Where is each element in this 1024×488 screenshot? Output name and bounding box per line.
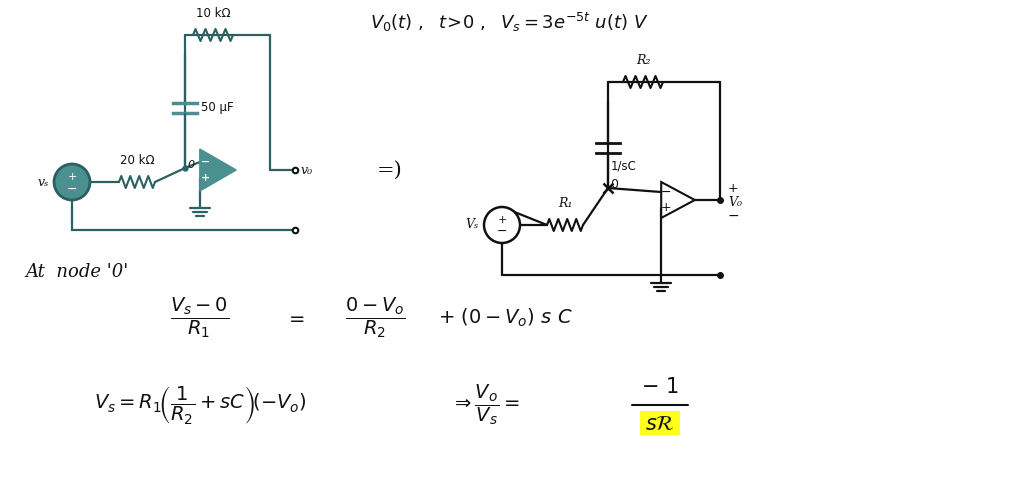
Text: $s\mathcal{R}$: $s\mathcal{R}$ [645, 415, 675, 434]
Text: v₀: v₀ [301, 163, 313, 177]
Text: 0: 0 [610, 178, 618, 191]
Text: $+\ (0 - V_o)\ s\ C$: $+\ (0 - V_o)\ s\ C$ [438, 307, 572, 329]
Text: $\Rightarrow\dfrac{V_o}{V_s} =$: $\Rightarrow\dfrac{V_o}{V_s} =$ [451, 383, 519, 427]
Text: 50 μF: 50 μF [201, 102, 233, 115]
Text: 10 kΩ: 10 kΩ [196, 7, 230, 20]
Text: Vₛ: Vₛ [466, 219, 479, 231]
Text: +: + [68, 172, 77, 182]
Text: 0: 0 [187, 160, 195, 170]
Text: 20 kΩ: 20 kΩ [120, 154, 155, 167]
Circle shape [484, 207, 520, 243]
Text: R₁: R₁ [558, 197, 572, 210]
Text: −: − [728, 209, 739, 223]
Text: −: − [201, 157, 210, 166]
Text: +: + [660, 201, 672, 214]
Text: $\dfrac{0 - V_o}{R_2}$: $\dfrac{0 - V_o}{R_2}$ [345, 296, 406, 340]
Text: $\dfrac{V_s - 0}{R_1}$: $\dfrac{V_s - 0}{R_1}$ [170, 296, 229, 340]
Text: −: − [67, 183, 77, 196]
Circle shape [54, 164, 90, 200]
Text: V₀: V₀ [728, 196, 742, 208]
Text: =): =) [377, 161, 402, 180]
Text: $-\ 1$: $-\ 1$ [641, 377, 679, 397]
Text: R₂: R₂ [636, 54, 650, 67]
Text: vₛ: vₛ [38, 176, 49, 188]
Text: $V_0(t)\ ,\ \ t\!>\!0\ ,\ \ V_s = 3e^{-5t}\ u(t)\ V$: $V_0(t)\ ,\ \ t\!>\!0\ ,\ \ V_s = 3e^{-5… [370, 10, 648, 34]
Text: −: − [497, 224, 507, 238]
Text: $V_s = R_1\!\left(\dfrac{1}{R_2} + sC\right)\!(-V_o)$: $V_s = R_1\!\left(\dfrac{1}{R_2} + sC\ri… [94, 384, 306, 426]
Text: +: + [201, 173, 210, 183]
FancyBboxPatch shape [640, 411, 680, 435]
Text: $=$: $=$ [285, 309, 305, 327]
Text: +: + [498, 215, 507, 225]
Text: 1/sC: 1/sC [611, 160, 637, 172]
Polygon shape [662, 182, 695, 218]
Text: +: + [728, 182, 738, 195]
Polygon shape [200, 149, 237, 191]
Text: −: − [660, 186, 672, 199]
Text: At  node '0': At node '0' [25, 263, 128, 281]
